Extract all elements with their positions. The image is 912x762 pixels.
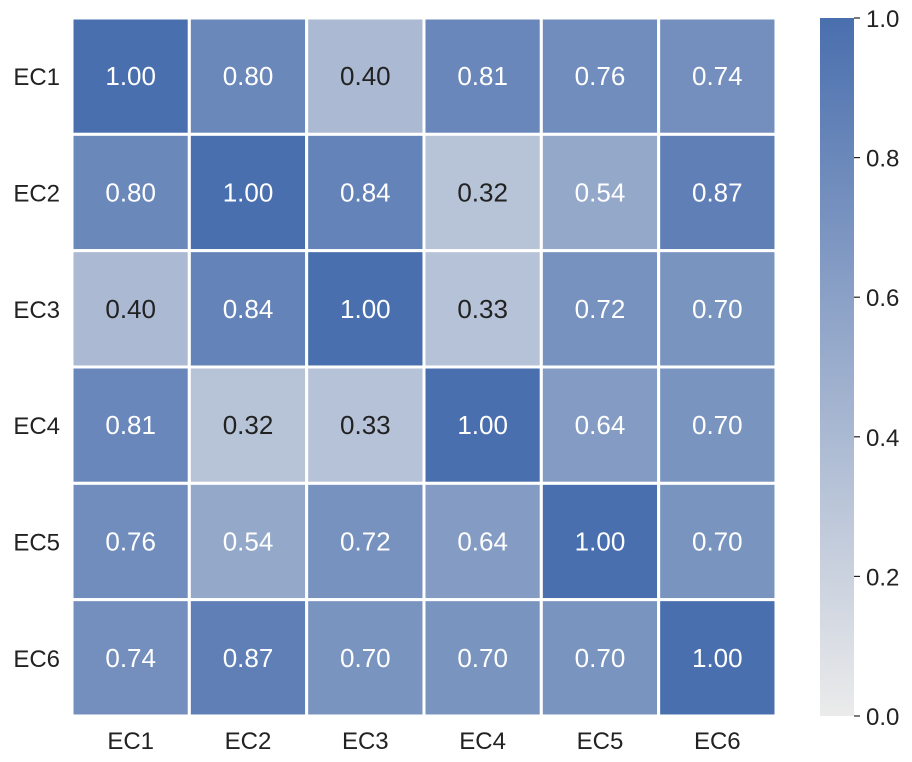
colorbar-tick-label: 0.2 [866,564,899,591]
colorbar-tick-label: 1.0 [866,6,899,33]
heatmap-cell-ec4-ec6 [657,365,778,485]
colorbar-gradient [820,18,854,716]
heatmap-cell-ec4-ec2 [187,365,309,485]
heatmap-cell-ec5-ec6 [657,481,778,602]
cell-value-label: 0.40 [340,61,391,91]
colorbar-tick-label: 0.0 [866,704,899,731]
cell-value-label: 0.81 [105,410,156,440]
heatmap-cells [70,16,778,718]
cell-value-label: 0.81 [457,61,508,91]
heatmap-cell-ec5-ec4 [422,481,543,602]
y-tick-label-ec2: EC2 [13,180,60,207]
cell-value-label: 0.54 [575,177,626,207]
heatmap-cell-ec5-ec3 [305,481,426,602]
cell-value-label: 0.70 [457,643,508,673]
colorbar-tick-label: 0.8 [866,146,899,173]
heatmap-cell-ec5-ec5 [539,481,661,602]
cell-value-label: 0.80 [223,61,274,91]
heatmap-cell-ec2-ec6 [657,132,778,253]
y-tick-label-ec1: EC1 [13,64,60,91]
x-tick-label-ec3: EC3 [342,728,389,755]
cell-value-label: 0.72 [575,294,626,324]
cell-value-label: 0.74 [105,643,156,673]
cell-value-label: 1.00 [692,643,743,673]
cell-value-label: 0.84 [223,294,274,324]
x-tick-label-ec5: EC5 [577,728,624,755]
colorbar: 0.0 0.2 0.4 0.6 0.8 1.0 [820,6,899,731]
cell-value-label: 0.84 [340,177,391,207]
colorbar-tick-label: 0.4 [866,425,899,452]
heatmap-cell-ec4-ec1 [70,365,191,485]
cell-value-label: 1.00 [457,410,508,440]
cell-value-label: 1.00 [575,526,626,556]
heatmap-cell-ec4-ec3 [305,365,426,485]
heatmap-cell-ec6-ec1 [70,598,191,718]
cell-value-label: 0.87 [692,177,743,207]
x-tick-label-ec1: EC1 [107,728,154,755]
heatmap-cell-ec1-ec1 [70,16,191,136]
cell-value-label: 0.76 [105,526,156,556]
heatmap-cell-ec6-ec5 [539,598,661,718]
cell-value-label: 1.00 [105,61,156,91]
cell-value-label: 0.76 [575,61,626,91]
cell-value-label: 0.32 [223,410,274,440]
cell-value-labels: 1.00 0.80 0.40 0.81 0.76 0.74 0.80 1.00 0.84 0.32… [105,61,742,673]
y-axis: EC1 EC2 EC3 EC4 EC5 EC6 [13,64,60,673]
cell-value-label: 0.64 [457,526,508,556]
heatmap-cell-ec3-ec4 [422,249,543,369]
cell-value-label: 0.70 [692,526,743,556]
x-tick-label-ec4: EC4 [459,728,506,755]
heatmap-cell-ec4-ec5 [539,365,661,485]
cell-value-label: 0.32 [457,177,508,207]
heatmap-cell-ec1-ec6 [657,16,778,136]
cell-value-label: 0.33 [340,410,391,440]
cell-value-label: 0.70 [340,643,391,673]
heatmap-cell-ec2-ec4 [422,132,543,253]
cell-value-label: 1.00 [223,177,274,207]
y-tick-label-ec6: EC6 [13,646,60,673]
cell-value-label: 0.87 [223,643,274,673]
cell-value-label: 0.70 [575,643,626,673]
cell-value-label: 0.72 [340,526,391,556]
heatmap-cell-ec3-ec2 [187,249,309,369]
heatmap-cell-ec4-ec4 [422,365,543,485]
heatmap-cell-ec1-ec2 [187,16,309,136]
heatmap-cell-ec3-ec5 [539,249,661,369]
y-tick-label-ec3: EC3 [13,297,60,324]
heatmap-cell-ec2-ec2 [187,132,309,253]
cell-value-label: 0.54 [223,526,274,556]
x-tick-label-ec6: EC6 [694,728,741,755]
heatmap-cell-ec6-ec4 [422,598,543,718]
cell-value-label: 1.00 [340,294,391,324]
cell-value-label: 0.70 [692,410,743,440]
heatmap-cell-ec3-ec6 [657,249,778,369]
cell-value-label: 0.80 [105,177,156,207]
colorbar-tick-label: 0.6 [866,285,899,312]
y-tick-label-ec4: EC4 [13,413,60,440]
y-tick-label-ec5: EC5 [13,529,60,556]
cell-value-label: 0.33 [457,294,508,324]
cell-value-label: 0.70 [692,294,743,324]
cell-value-label: 0.40 [105,294,156,324]
x-axis: EC1 EC2 EC3 EC4 EC5 EC6 [107,728,740,755]
heatmap-cell-ec6-ec6 [657,598,778,718]
cell-value-label: 0.64 [575,410,626,440]
x-tick-label-ec2: EC2 [225,728,272,755]
cell-value-label: 0.74 [692,61,743,91]
